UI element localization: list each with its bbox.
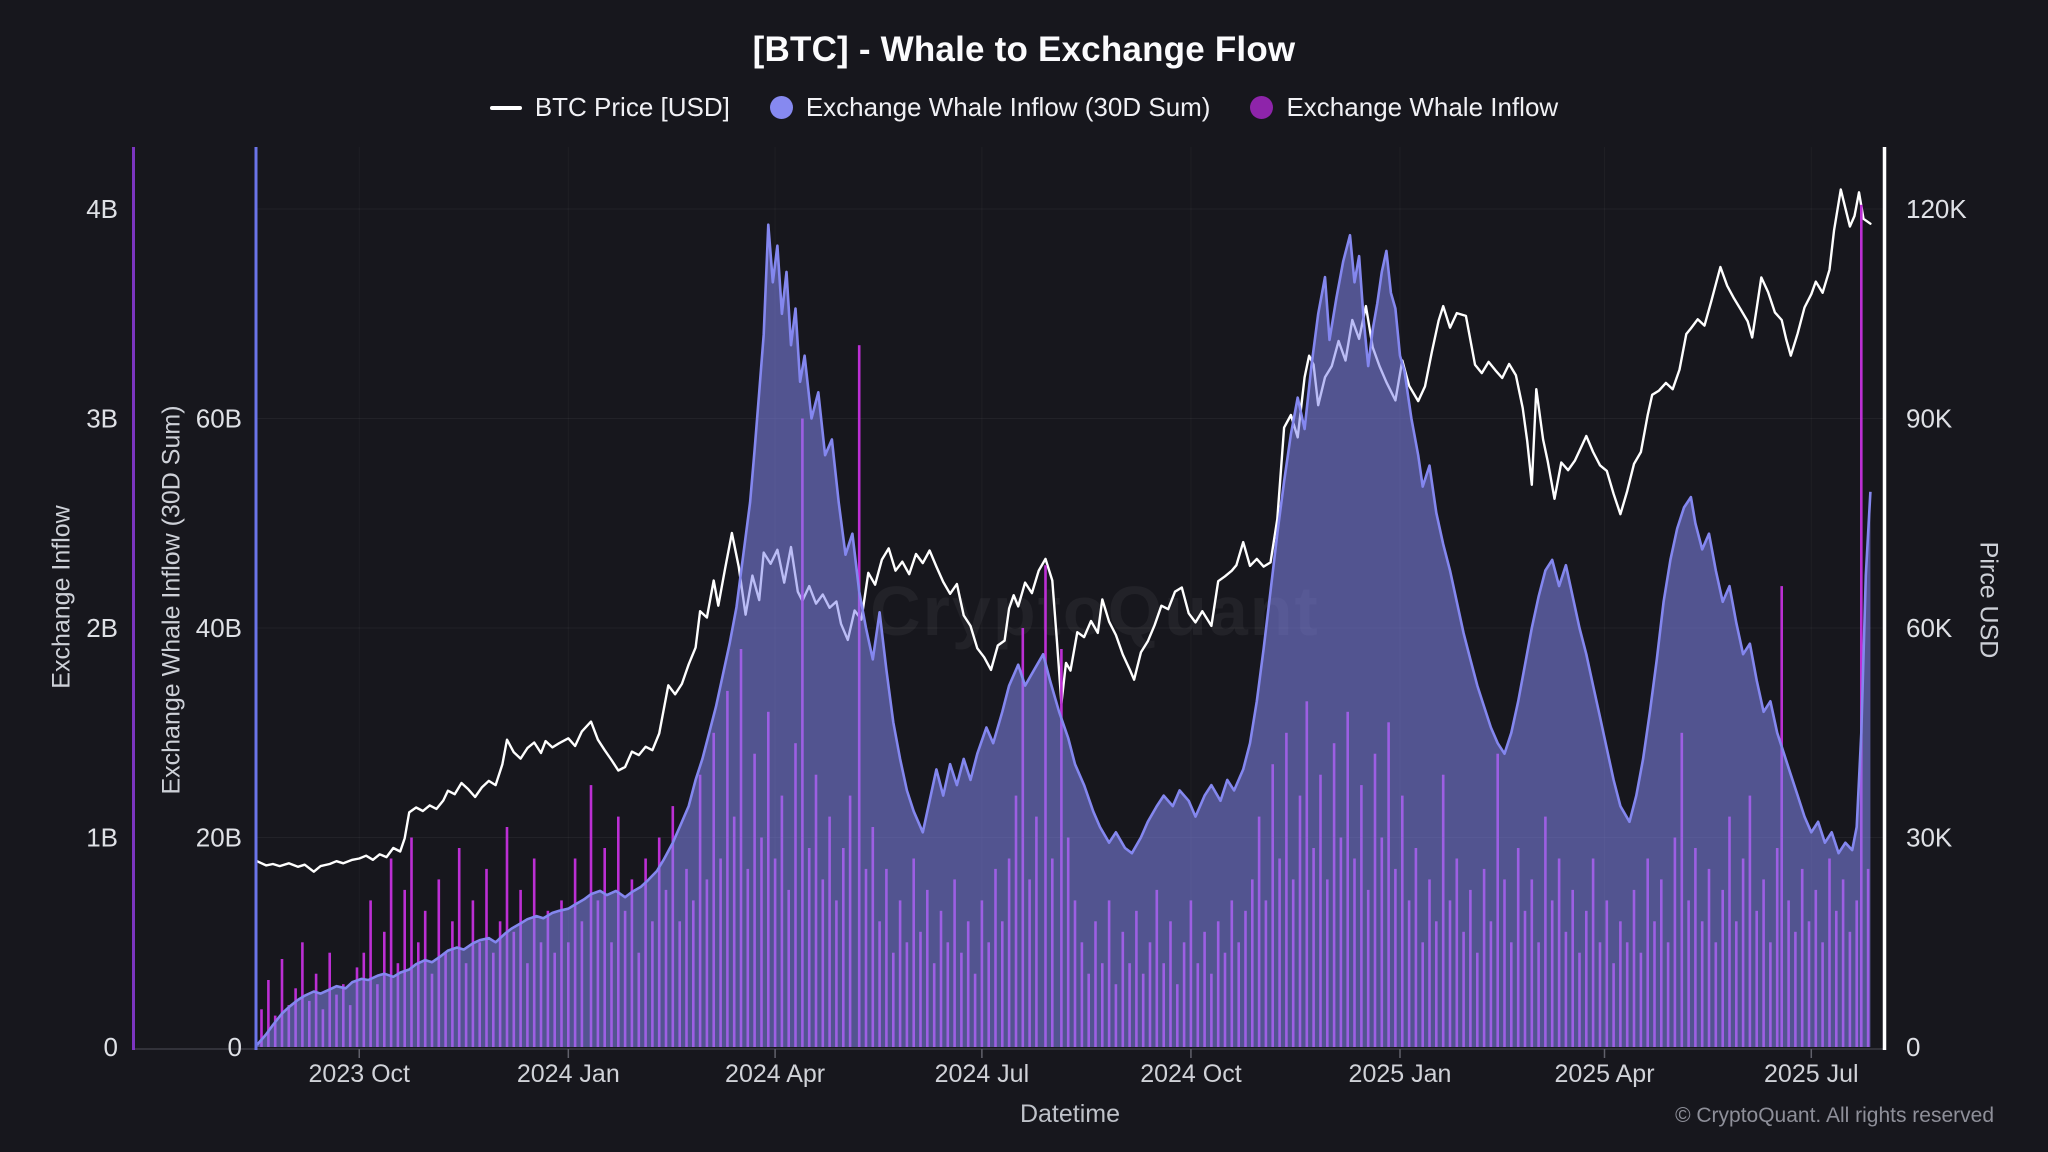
x-tick-label: 2024 Apr	[725, 1060, 825, 1088]
legend-label: BTC Price [USD]	[534, 92, 730, 122]
x-tick-label: 2024 Oct	[1140, 1060, 1242, 1088]
inflow-tick-label: 3B	[86, 404, 118, 434]
inflow-tick-label: 2B	[86, 613, 118, 643]
x-tick-label: 2025 Jul	[1764, 1060, 1859, 1088]
whale-inflow-bar	[410, 837, 413, 1047]
copyright-note: © CryptoQuant. All rights reserved	[1675, 1104, 1994, 1127]
circle-marker-icon	[1250, 96, 1274, 119]
x-tick-label: 2025 Apr	[1554, 1060, 1654, 1088]
price-tick-label: 90K	[1906, 404, 1953, 434]
price-tick-label: 120K	[1906, 194, 1967, 224]
x-tick-label: 2023 Oct	[309, 1060, 411, 1088]
x-tick-label: 2024 Jul	[935, 1060, 1030, 1088]
line-marker-icon	[489, 105, 522, 110]
price-tick-label: 30K	[1906, 823, 1953, 853]
legend: BTC Price [USD] Exchange Whale Inflow (3…	[0, 92, 2048, 123]
sum30d-tick-label: 0	[228, 1032, 242, 1062]
legend-item-btc-price[interactable]: BTC Price [USD]	[489, 92, 730, 123]
page-title: [BTC] - Whale to Exchange Flow	[752, 30, 1296, 69]
legend-label: Exchange Whale Inflow	[1286, 92, 1559, 122]
whale-inflow-30d-area	[257, 224, 1871, 1047]
sum30d-tick-label: 60B	[196, 404, 242, 434]
whale-inflow-bar	[301, 942, 304, 1047]
x-axis-name-datetime: Datetime	[1019, 1100, 1121, 1128]
sum30d-tick-label: 20B	[196, 823, 242, 853]
sum30d-tick-label: 40B	[196, 613, 242, 643]
whale-inflow-bar	[369, 900, 372, 1047]
circle-marker-icon	[769, 96, 793, 119]
whale-inflow-bar	[1860, 204, 1863, 1048]
whale-inflow-bar	[403, 889, 406, 1047]
price-tick-label: 60K	[1906, 613, 1953, 643]
x-tick-label: 2025 Jan	[1349, 1060, 1452, 1088]
whale-inflow-bar	[260, 1009, 263, 1047]
watermark: CryptoQuant	[870, 572, 1320, 650]
whale-inflow-bar	[389, 858, 393, 1047]
inflow-tick-label: 0	[104, 1032, 118, 1062]
inflow-tick-label: 1B	[86, 823, 118, 853]
legend-item-whale-inflow[interactable]: Exchange Whale Inflow	[1250, 92, 1558, 123]
legend-label: Exchange Whale Inflow (30D Sum)	[805, 92, 1211, 122]
x-tick-label: 2024 Jan	[517, 1060, 620, 1088]
whale-inflow-bar	[267, 980, 270, 1047]
whale-inflow-30d-border	[256, 223, 1872, 1046]
btc-price-line	[255, 188, 1872, 873]
legend-item-whale-inflow-30d[interactable]: Exchange Whale Inflow (30D Sum)	[769, 92, 1211, 123]
whale-inflow-bar	[280, 959, 284, 1047]
price-tick-label: 0	[1906, 1032, 1920, 1062]
inflow-tick-label: 4B	[86, 194, 118, 224]
